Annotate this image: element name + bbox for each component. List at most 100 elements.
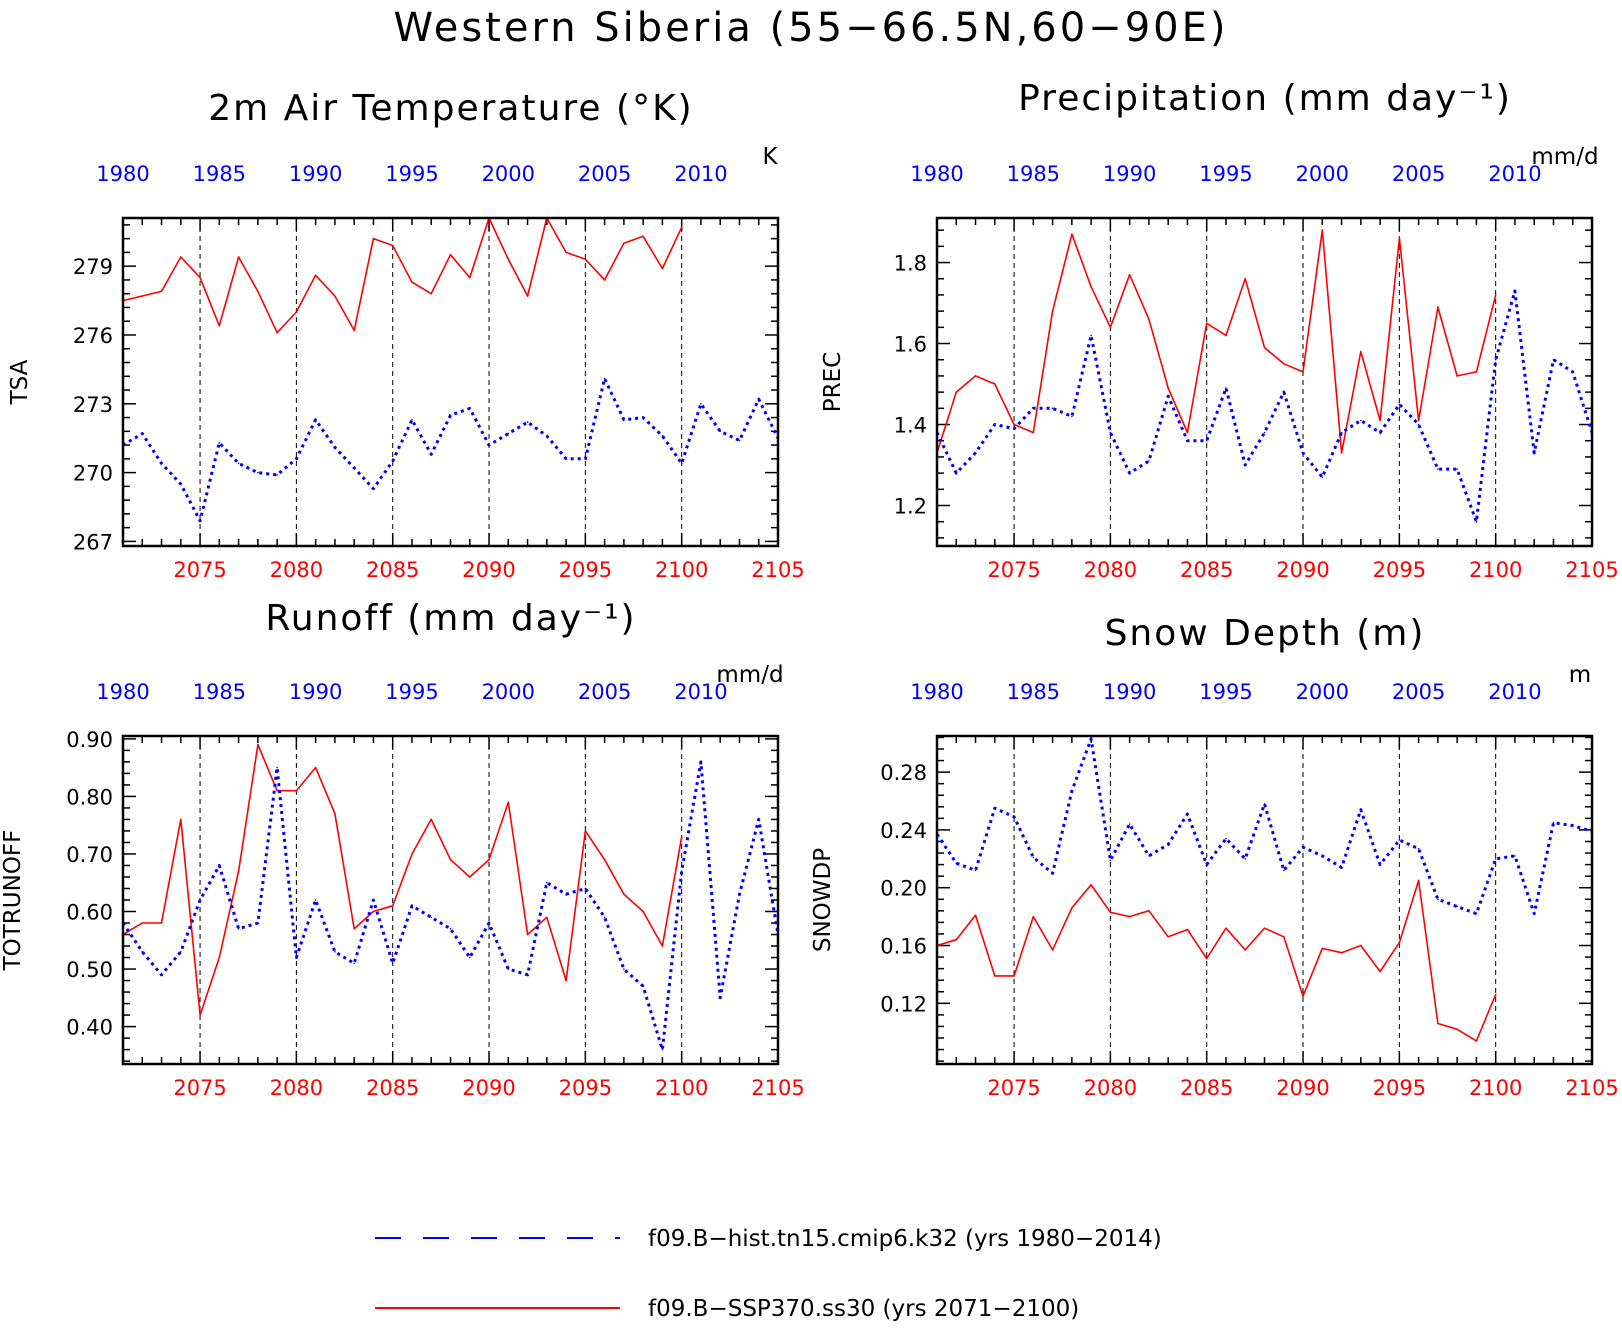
data-point-ssp	[1437, 306, 1439, 308]
y-tick-label: 273	[73, 393, 113, 417]
data-point-ssp	[1090, 884, 1092, 886]
data-point-ssp	[1302, 995, 1304, 997]
data-point-ssp	[1379, 419, 1381, 422]
data-point-hist	[449, 928, 452, 930]
x-tick-label-bottom: 2095	[1373, 558, 1426, 582]
data-point-hist	[1552, 358, 1555, 361]
data-point-hist	[955, 862, 958, 864]
data-point-ssp	[1475, 1040, 1478, 1042]
data-point-ssp	[218, 325, 221, 327]
data-point-ssp	[955, 391, 958, 393]
data-point-hist	[757, 818, 760, 821]
data-point-hist	[1051, 872, 1054, 875]
panel-2: Precipitation (mm day⁻¹) mm/d PREC 2075 2080…	[820, 78, 1619, 582]
y-tick-label: 1.4	[894, 414, 927, 438]
data-point-hist	[719, 430, 721, 433]
data-point-ssp	[1225, 927, 1227, 929]
data-point-ssp	[1417, 419, 1420, 422]
y-tick-label: 276	[73, 324, 113, 348]
y-tick-label: 0.50	[66, 958, 113, 982]
panel-3: Runoff (mm day⁻¹) mm/d TOTRUNOFF 2075 2080 20…	[0, 598, 805, 1100]
unit-label: m	[1569, 662, 1591, 688]
data-point-ssp	[1071, 907, 1073, 909]
x-tick-label-bottom: 2085	[1180, 1076, 1233, 1100]
x-tick-label-bottom: 2085	[1180, 558, 1233, 582]
x-tick-label-bottom: 2105	[751, 558, 804, 582]
x-tick-label-top: 2005	[1392, 162, 1445, 186]
x-tick-label-bottom: 2095	[559, 558, 612, 582]
data-point-ssp	[642, 235, 644, 238]
data-point-hist	[661, 1048, 664, 1051]
data-point-hist	[1167, 843, 1169, 846]
data-point-ssp	[1167, 387, 1169, 389]
data-point-hist	[680, 462, 683, 465]
data-point-hist	[180, 951, 182, 953]
data-point-hist	[295, 956, 298, 959]
data-point-ssp	[141, 922, 144, 924]
data-point-hist	[1225, 837, 1227, 840]
y-axis-label: PREC	[820, 352, 846, 412]
data-point-ssp	[353, 329, 356, 332]
data-point-ssp	[1225, 334, 1227, 337]
data-point-hist	[1494, 358, 1497, 361]
x-tick-label-top: 2005	[1392, 680, 1445, 704]
x-tick-label-top: 1990	[289, 162, 342, 186]
plot-frame	[121, 216, 780, 548]
data-point-hist	[141, 951, 144, 953]
data-point-hist	[603, 916, 606, 919]
data-point-hist	[430, 453, 433, 456]
data-point-hist	[507, 968, 510, 970]
data-point-hist	[661, 435, 664, 437]
data-point-ssp	[160, 290, 163, 293]
data-point-hist	[1494, 858, 1497, 860]
data-point-hist	[160, 974, 163, 976]
data-point-ssp	[469, 276, 471, 279]
y-axis-label: SNOWDP	[810, 848, 836, 952]
data-point-ssp	[1051, 310, 1054, 312]
data-point-ssp	[1205, 957, 1208, 960]
y-tick-label: 1.6	[894, 333, 927, 357]
plot-frame	[935, 734, 1594, 1066]
x-tick-label-top: 1985	[1007, 680, 1060, 704]
x-tick-label-bottom: 2075	[987, 1076, 1040, 1100]
data-point-hist	[1263, 803, 1266, 805]
x-tick-label-top: 1995	[1199, 680, 1252, 704]
data-point-ssp	[1051, 949, 1054, 951]
data-point-hist	[276, 766, 278, 769]
x-tick-label-top: 1990	[289, 680, 342, 704]
data-point-ssp	[1186, 431, 1189, 434]
x-tick-label-top: 1985	[193, 680, 246, 704]
data-point-hist	[955, 472, 958, 474]
data-point-hist	[1456, 468, 1458, 470]
data-point-hist	[1225, 387, 1227, 389]
data-point-hist	[237, 462, 240, 465]
data-point-hist	[1417, 423, 1420, 426]
data-point-ssp	[1167, 936, 1169, 938]
data-point-hist	[642, 416, 644, 419]
data-point-ssp	[1263, 927, 1266, 929]
data-point-hist	[642, 985, 644, 988]
data-point-ssp	[257, 743, 259, 746]
series-line-hist	[935, 289, 1594, 524]
x-tick-label-bottom: 2080	[270, 1076, 323, 1100]
data-point-ssp	[1283, 363, 1285, 365]
data-point-hist	[391, 460, 394, 462]
data-point-ssp	[1244, 277, 1246, 280]
panel-1: 2m Air Temperature (°K) K TSA 2075 2080 2085 2…	[7, 88, 805, 582]
y-tick-label: 0.40	[66, 1016, 113, 1040]
x-tick-label-top: 2010	[1488, 680, 1541, 704]
data-point-ssp	[1494, 993, 1497, 996]
data-point-hist	[1321, 855, 1324, 857]
main-title: Western Siberia (55−66.5N,60−90E)	[394, 5, 1229, 51]
data-point-hist	[1032, 856, 1035, 859]
data-point-ssp	[507, 801, 510, 803]
unit-label: mm/d	[1531, 144, 1598, 170]
x-tick-label-bottom: 2100	[1469, 558, 1522, 582]
data-point-hist	[276, 474, 278, 476]
data-point-hist	[1340, 431, 1343, 434]
data-point-ssp	[1417, 879, 1420, 882]
x-tick-label-top: 1985	[193, 162, 246, 186]
data-point-hist	[1148, 460, 1150, 462]
data-point-ssp	[314, 274, 317, 277]
data-point-ssp	[449, 253, 452, 256]
